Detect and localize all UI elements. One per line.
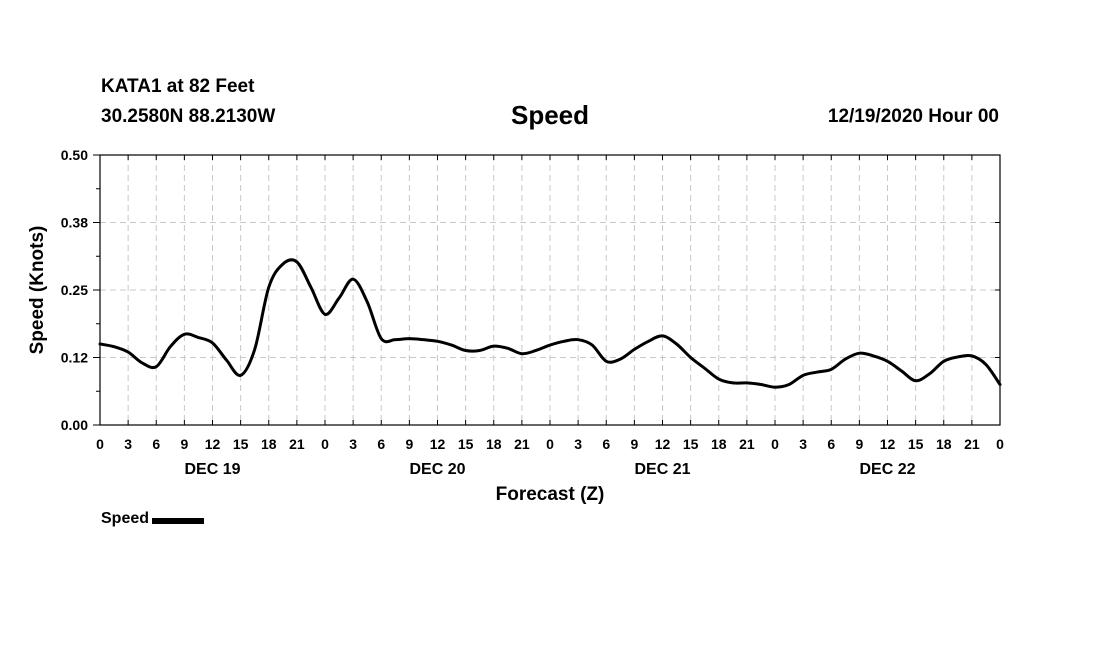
x-tick-label: 9 xyxy=(855,436,863,452)
x-tick-label: 0 xyxy=(771,436,779,452)
x-tick-label: 12 xyxy=(880,436,896,452)
y-axis: 0.00 0.12 0.25 0.38 0.50 xyxy=(61,147,1000,433)
x-tick-label: 0 xyxy=(321,436,329,452)
x-tick-label: 3 xyxy=(124,436,132,452)
x-tick-label: 21 xyxy=(514,436,530,452)
x-tick-label: 3 xyxy=(574,436,582,452)
x-tick-label: 18 xyxy=(936,436,952,452)
x-tick-label: 21 xyxy=(964,436,980,452)
x-tick-label: 3 xyxy=(349,436,357,452)
x-tick-label: 0 xyxy=(996,436,1004,452)
forecast-datetime: 12/19/2020 Hour 00 xyxy=(827,106,999,127)
x-tick-label: 18 xyxy=(711,436,727,452)
x-tick-label: 3 xyxy=(799,436,807,452)
series-line-speed xyxy=(98,258,1002,389)
y-tick-label: 0.38 xyxy=(61,215,88,231)
x-tick-label: 21 xyxy=(739,436,755,452)
x-day-label: DEC 21 xyxy=(634,461,690,478)
x-tick-label: 9 xyxy=(630,436,638,452)
x-day-label: DEC 19 xyxy=(184,461,240,478)
chart-title: Speed xyxy=(510,100,590,130)
x-tick-label: 15 xyxy=(233,436,249,452)
x-axis-title: Forecast (Z) xyxy=(496,484,605,505)
legend-swatch-speed xyxy=(152,517,205,524)
y-tick-label: 0.00 xyxy=(61,417,88,433)
x-tick-label: 18 xyxy=(261,436,277,452)
x-tick-label: 6 xyxy=(827,436,835,452)
x-axis: 0 3 6 9 12 15 18 21 0 3 6 9 12 15 18 21 0 3 6 9 12 15 18 21 0 3 6 9… xyxy=(96,155,1004,478)
x-day-label: DEC 20 xyxy=(409,461,465,478)
x-tick-label: 12 xyxy=(430,436,446,452)
station-label: KATA1 at 82 Feet xyxy=(101,76,255,97)
x-tick-label: 21 xyxy=(289,436,305,452)
x-tick-label: 6 xyxy=(152,436,160,452)
y-axis-title: Speed (Knots) xyxy=(27,226,48,355)
x-tick-label: 9 xyxy=(180,436,188,452)
x-tick-label: 12 xyxy=(655,436,671,452)
x-tick-label: 9 xyxy=(405,436,413,452)
x-tick-label: 15 xyxy=(683,436,699,452)
y-tick-label: 0.12 xyxy=(61,350,88,366)
y-tick-label: 0.25 xyxy=(61,282,88,298)
chart-grid xyxy=(100,155,1000,425)
x-tick-label: 15 xyxy=(458,436,474,452)
series-layer xyxy=(98,258,1002,389)
x-day-label: DEC 22 xyxy=(859,461,915,478)
legend-label: Speed xyxy=(101,510,150,527)
x-tick-label: 18 xyxy=(486,436,502,452)
x-tick-label: 15 xyxy=(908,436,924,452)
y-tick-label: 0.50 xyxy=(61,147,88,163)
legend: Speed xyxy=(101,510,205,528)
x-tick-label: 6 xyxy=(602,436,610,452)
x-tick-label: 0 xyxy=(96,436,104,452)
station-coordinates: 30.2580N 88.2130W xyxy=(101,106,276,127)
x-tick-label: 6 xyxy=(377,436,385,452)
x-tick-label: 0 xyxy=(546,436,554,452)
x-tick-label: 12 xyxy=(205,436,221,452)
